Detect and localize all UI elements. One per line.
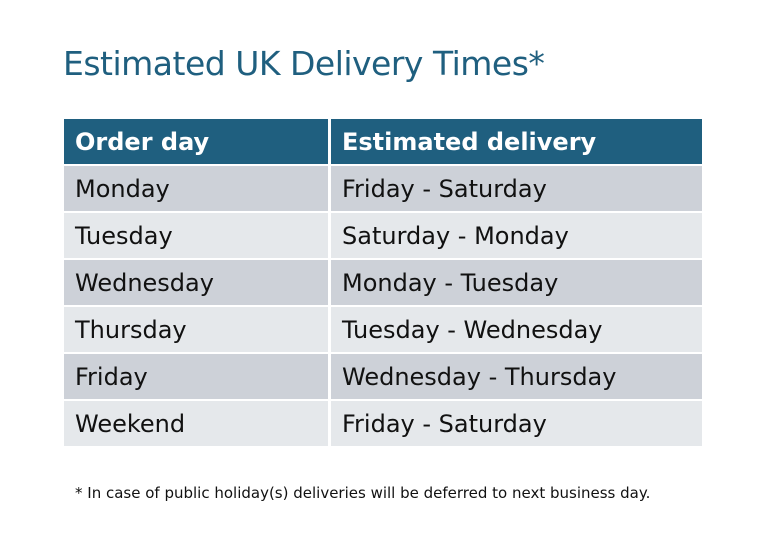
table-row: Weekend Friday - Saturday	[64, 401, 702, 447]
delivery-cell: Saturday - Monday	[331, 213, 702, 259]
table-row: Friday Wednesday - Thursday	[64, 354, 702, 400]
delivery-times-table: Order day Estimated delivery Monday Frid…	[61, 117, 705, 448]
delivery-cell: Friday - Saturday	[331, 401, 702, 447]
order-day-cell: Monday	[64, 166, 328, 212]
order-day-cell: Tuesday	[64, 213, 328, 259]
table-row: Monday Friday - Saturday	[64, 166, 702, 212]
table-row: Wednesday Monday - Tuesday	[64, 260, 702, 306]
order-day-cell: Wednesday	[64, 260, 328, 306]
delivery-cell: Friday - Saturday	[331, 166, 702, 212]
order-day-cell: Weekend	[64, 401, 328, 447]
table-header-row: Order day Estimated delivery	[64, 119, 702, 165]
page-title: Estimated UK Delivery Times*	[63, 44, 545, 83]
order-day-cell: Friday	[64, 354, 328, 400]
header-order-day: Order day	[64, 119, 328, 165]
delivery-cell: Monday - Tuesday	[331, 260, 702, 306]
footnote: * In case of public holiday(s) deliverie…	[75, 484, 651, 502]
delivery-cell: Wednesday - Thursday	[331, 354, 702, 400]
delivery-cell: Tuesday - Wednesday	[331, 307, 702, 353]
order-day-cell: Thursday	[64, 307, 328, 353]
table-row: Thursday Tuesday - Wednesday	[64, 307, 702, 353]
header-estimated-delivery: Estimated delivery	[331, 119, 702, 165]
table-row: Tuesday Saturday - Monday	[64, 213, 702, 259]
